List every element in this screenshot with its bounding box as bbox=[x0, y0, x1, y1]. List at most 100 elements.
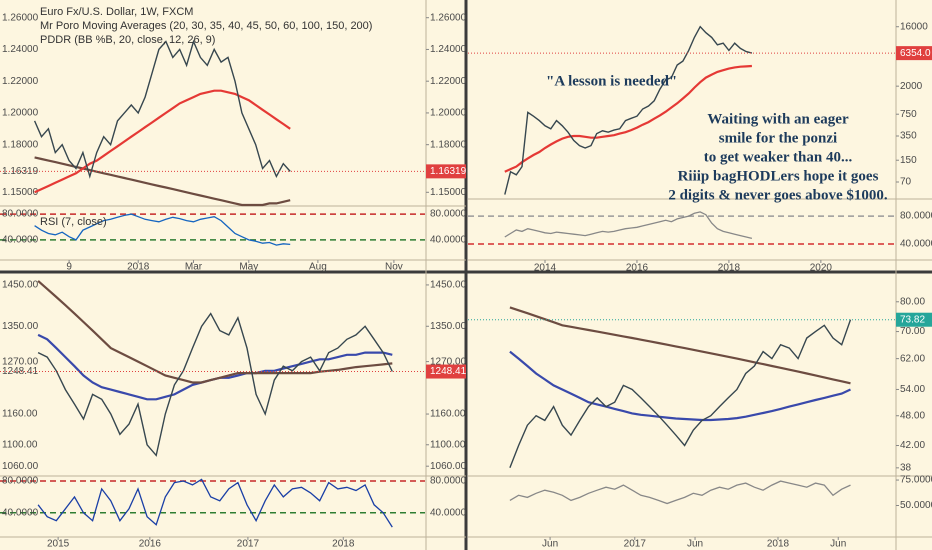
y-tick-label: 1160.00 bbox=[2, 409, 38, 420]
y-tick-label: 1100.00 bbox=[430, 439, 466, 450]
y-tick-label: 350 bbox=[900, 131, 917, 142]
x-tick-label: 2017 bbox=[237, 539, 260, 550]
annotation: to get weaker than 40... bbox=[704, 149, 853, 165]
y-tick-label: 1270.00 bbox=[430, 356, 467, 367]
y-tick-label: 80.00 bbox=[900, 296, 925, 307]
annotation: smile for the ponzi bbox=[719, 130, 837, 146]
last-price-box bbox=[426, 164, 466, 179]
y-tick-label: 1.24000 bbox=[2, 44, 39, 55]
x-tick-label: 2018 bbox=[718, 263, 741, 274]
x-tick-label: Jun bbox=[830, 539, 846, 550]
y-tick-label: 1.18000 bbox=[2, 139, 39, 150]
oscillator-line bbox=[509, 480, 851, 505]
y-tick-label: 1270.00 bbox=[2, 356, 39, 367]
x-tick-label: Jun bbox=[687, 539, 703, 550]
oscillator-tick-label: 80.0000 bbox=[900, 211, 932, 222]
x-tick-label: Mar bbox=[185, 262, 203, 273]
y-tick-label: 1060.00 bbox=[430, 461, 467, 472]
last-price-box bbox=[896, 46, 932, 61]
y-tick-label: 1.24000 bbox=[430, 44, 467, 55]
moving-average bbox=[509, 350, 851, 422]
oscillator-tick-label: 50.0000 bbox=[900, 500, 932, 511]
y-tick-label: 1.15000 bbox=[430, 187, 467, 198]
last-price-label: 1.16319 bbox=[430, 166, 467, 177]
y-tick-label: 1350.00 bbox=[430, 321, 467, 332]
y-tick-label: 1.20000 bbox=[2, 108, 39, 119]
x-tick-label: May bbox=[239, 262, 258, 273]
last-price-box bbox=[896, 312, 932, 327]
x-tick-label: 2014 bbox=[534, 263, 557, 274]
annotation: Waiting with an eager bbox=[707, 111, 849, 127]
y-tick-label: 750 bbox=[900, 109, 917, 120]
y-tick-label: 70 bbox=[900, 177, 912, 188]
y-tick-label: 1160.00 bbox=[430, 409, 466, 420]
oscillator-line bbox=[504, 211, 753, 240]
legend-line: Euro Fx/U.S. Dollar, 1W, FXCM bbox=[40, 6, 193, 18]
y-tick-label: 1.26000 bbox=[2, 12, 39, 23]
x-tick-label: 2018 bbox=[767, 539, 790, 550]
y-tick-label: 1.18000 bbox=[430, 139, 467, 150]
oscillator-tick-label: 75.0000 bbox=[900, 475, 932, 486]
annotation: Riiip bagHODLers hope it goes bbox=[678, 168, 879, 184]
oscillator-tick-label: 80.0000 bbox=[430, 209, 467, 220]
oscillator-label: RSI (7, close) bbox=[40, 216, 107, 228]
price-line bbox=[504, 25, 753, 195]
legend-line: Mr Poro Moving Averages (20, 30, 35, 40,… bbox=[40, 20, 372, 32]
y-tick-label: 38 bbox=[900, 462, 912, 473]
y-tick-label: 16000 bbox=[900, 21, 928, 32]
y-tick-label: 1350.00 bbox=[2, 321, 39, 332]
y-tick-label: 1100.00 bbox=[2, 439, 38, 450]
x-tick-label: 2015 bbox=[47, 539, 70, 550]
last-price-label: 1248.41 bbox=[430, 366, 467, 377]
oscillator-tick-label: 40.0000 bbox=[430, 507, 467, 518]
last-price-box bbox=[426, 364, 466, 379]
x-tick-label: Aug bbox=[309, 262, 327, 273]
y-tick-label: 1060.00 bbox=[2, 461, 39, 472]
oscillator-line bbox=[37, 478, 393, 528]
legend-line: PDDR (BB %B, 20, close, 12, 26, 9) bbox=[40, 34, 215, 46]
x-tick-label: 2016 bbox=[139, 539, 162, 550]
y-tick-label: 2000 bbox=[900, 81, 923, 92]
x-tick-label: Jun bbox=[542, 539, 558, 550]
y-tick-label: 1.22000 bbox=[2, 76, 39, 87]
moving-average bbox=[37, 280, 393, 384]
last-price-label: 73.82 bbox=[900, 314, 925, 325]
y-tick-label: 1.22000 bbox=[430, 76, 467, 87]
x-tick-label: 2018 bbox=[332, 539, 355, 550]
oscillator-tick-label: 80.0000 bbox=[2, 476, 39, 487]
moving-average bbox=[509, 306, 851, 385]
price-line bbox=[37, 312, 393, 457]
x-tick-label: 2020 bbox=[810, 263, 833, 274]
oscillator-line bbox=[34, 213, 291, 246]
y-tick-label: 1450.00 bbox=[2, 280, 39, 291]
annotation: 2 digits & never goes above $1000. bbox=[668, 187, 888, 203]
moving-average bbox=[504, 64, 752, 173]
y-tick-label: 70.00 bbox=[900, 326, 925, 337]
y-tick-label: 54.00 bbox=[900, 384, 925, 395]
x-tick-label: Nov bbox=[385, 262, 403, 273]
y-tick-label: 1.15000 bbox=[2, 187, 39, 198]
oscillator-tick-label: 80.0000 bbox=[430, 476, 467, 487]
x-tick-label: 2016 bbox=[626, 263, 649, 274]
x-tick-label: 2018 bbox=[127, 262, 150, 273]
x-tick-label: 9 bbox=[66, 262, 72, 273]
moving-average bbox=[34, 89, 291, 194]
price-line bbox=[33, 39, 291, 179]
price-line bbox=[509, 319, 852, 469]
y-tick-label: 1.16319 bbox=[2, 166, 39, 177]
last-price-label: 6354.0 bbox=[900, 48, 931, 59]
y-tick-label: 150 bbox=[900, 155, 917, 166]
y-tick-label: 1.26000 bbox=[430, 12, 467, 23]
annotation: "A lesson is needed" bbox=[546, 73, 677, 89]
y-tick-label: 48.00 bbox=[900, 410, 925, 421]
y-tick-label: 1450.00 bbox=[430, 280, 467, 291]
y-tick-label: 62.00 bbox=[900, 353, 925, 364]
oscillator-tick-label: 40.0000 bbox=[430, 235, 467, 246]
oscillator-tick-label: 40.0000 bbox=[900, 239, 932, 250]
y-tick-label: 1.20000 bbox=[430, 108, 467, 119]
oscillator-tick-label: 40.0000 bbox=[2, 507, 39, 518]
oscillator-tick-label: 40.0000 bbox=[2, 235, 39, 246]
x-tick-label: 2017 bbox=[624, 539, 647, 550]
y-tick-label: 1248.41 bbox=[2, 366, 39, 377]
